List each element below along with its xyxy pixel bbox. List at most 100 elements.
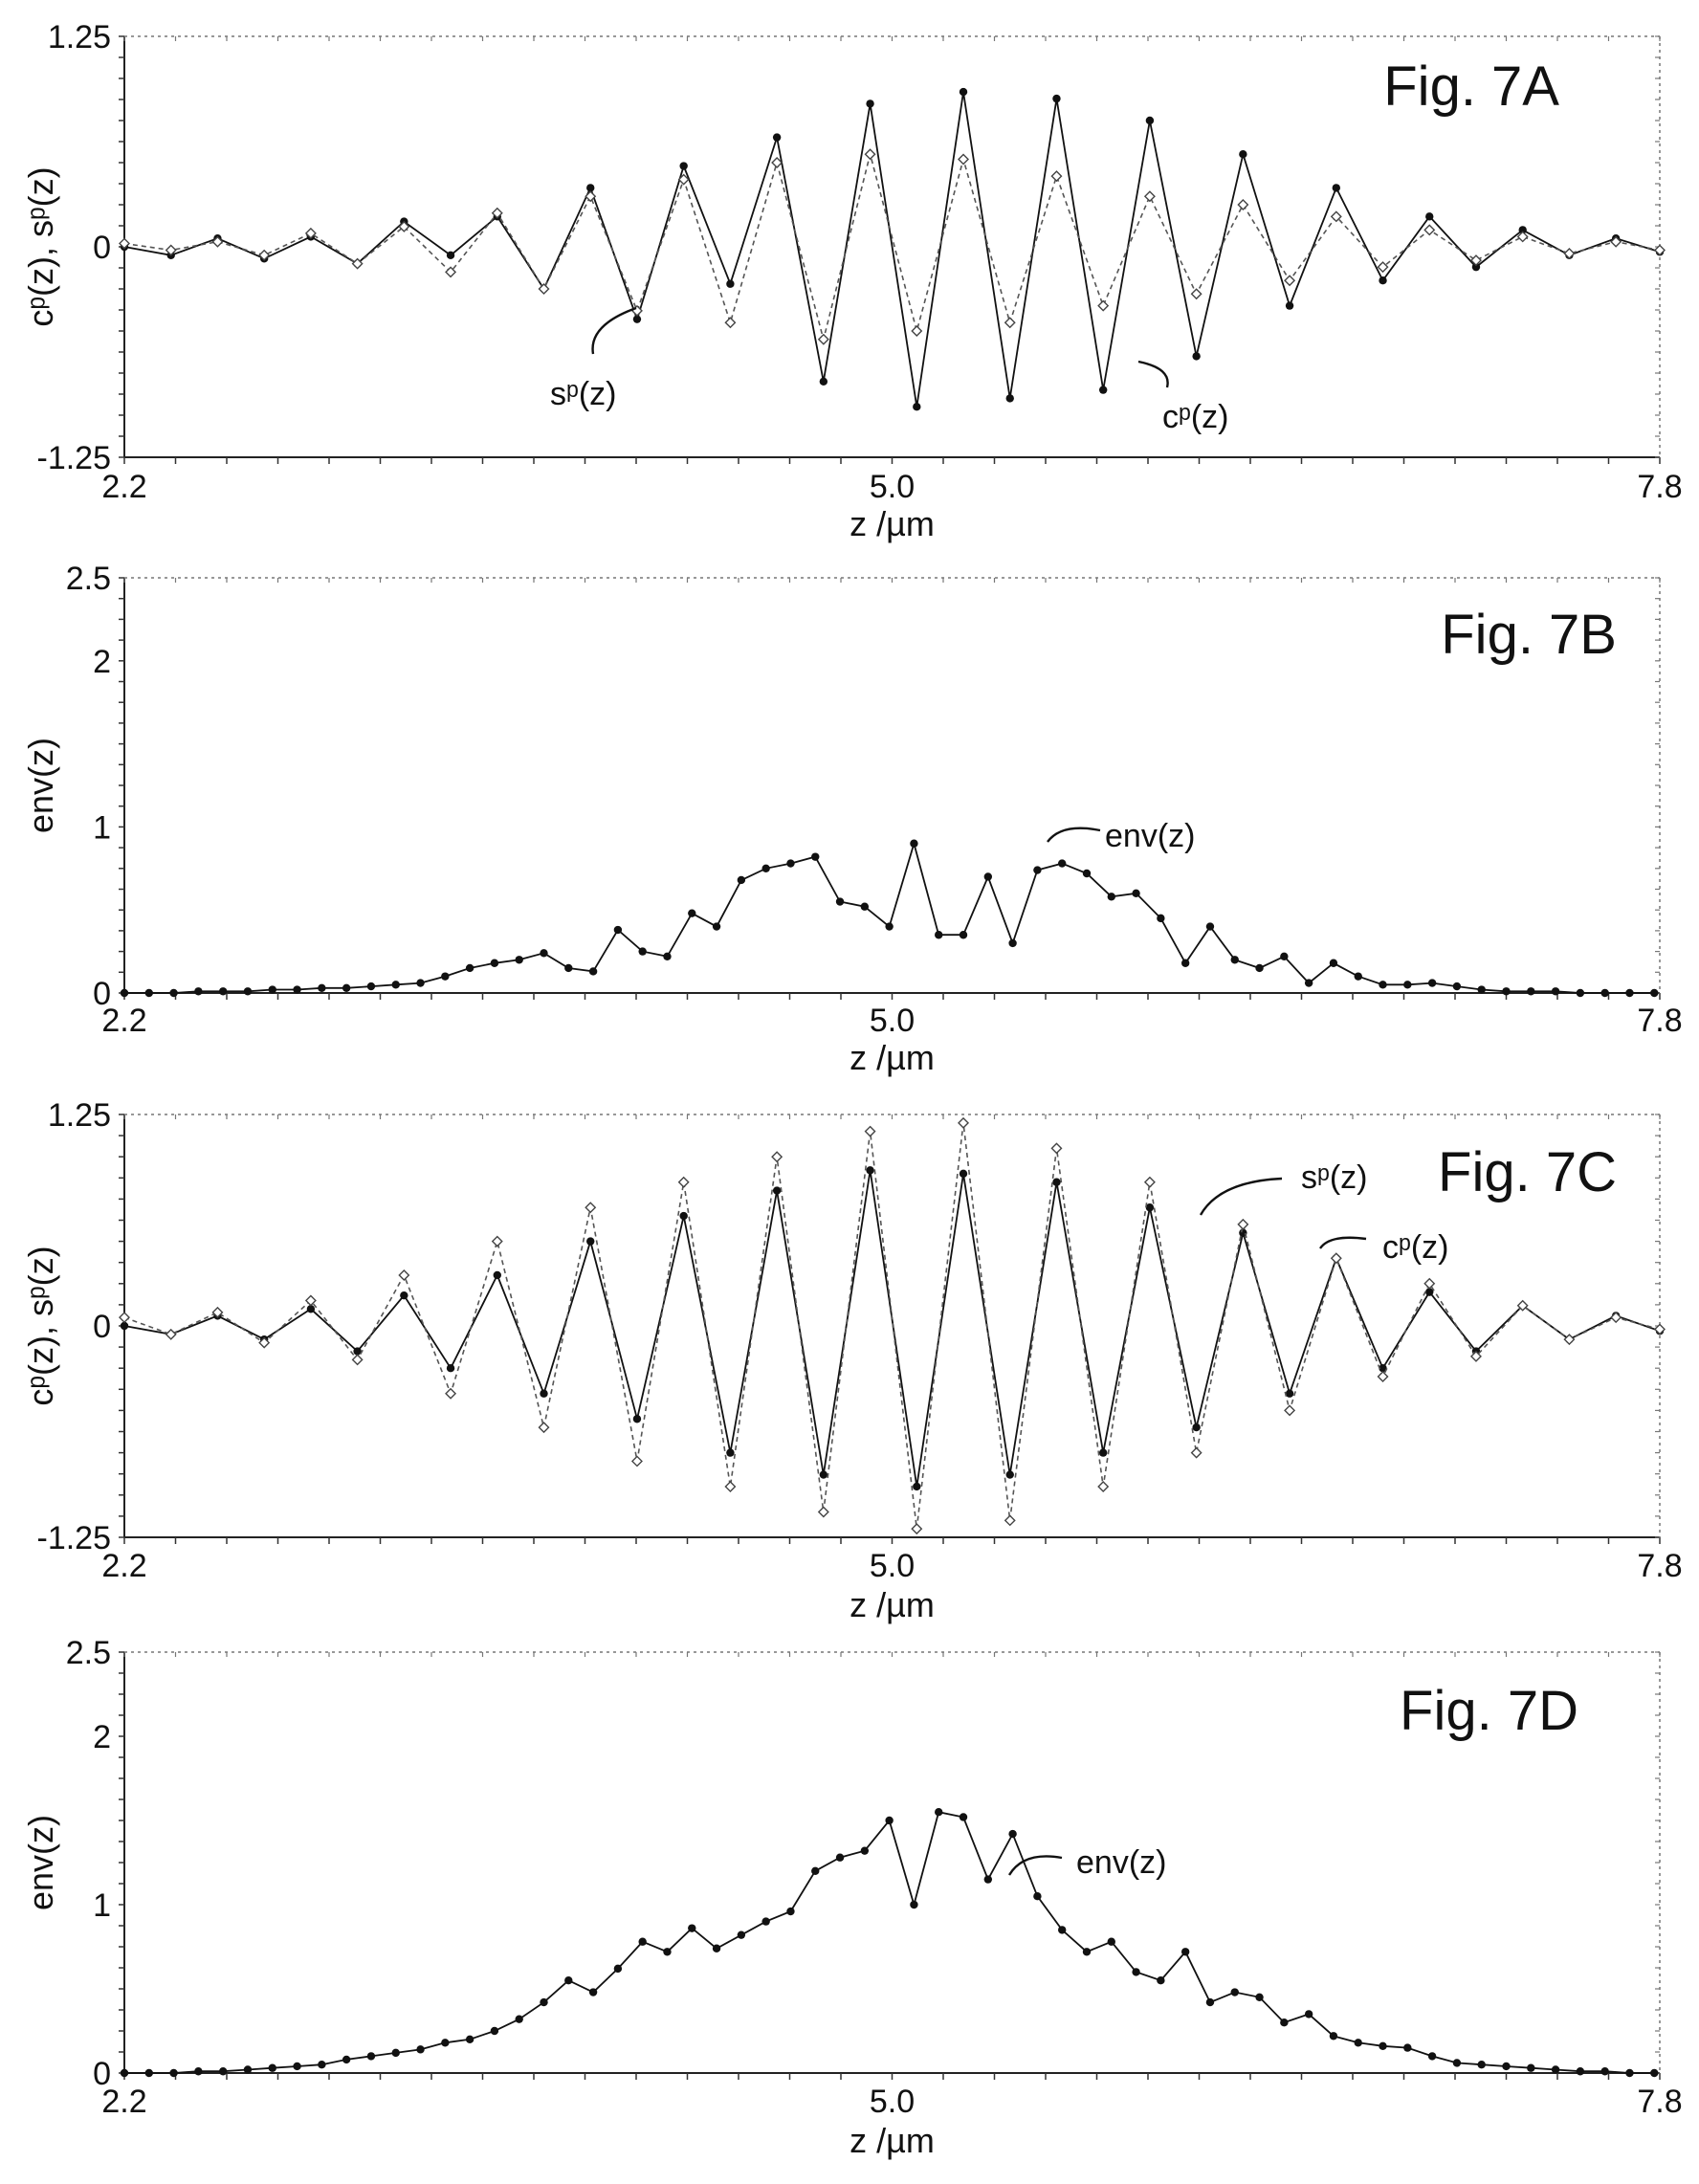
data-point — [1427, 979, 1437, 987]
data-point — [1082, 1948, 1092, 1956]
data-point — [983, 872, 993, 881]
data-point — [1280, 952, 1289, 961]
x-axis-label: z /µm — [850, 504, 935, 543]
data-point — [445, 266, 457, 278]
data-point — [1205, 1997, 1215, 2007]
data-point — [586, 184, 595, 192]
data-point — [1516, 231, 1529, 243]
data-point — [1423, 224, 1436, 236]
data-point — [293, 985, 301, 994]
data-point — [1576, 988, 1585, 998]
data-point — [866, 1166, 874, 1175]
data-point — [959, 1813, 968, 1821]
data-point — [268, 985, 276, 994]
data-point — [564, 963, 573, 973]
data-point — [911, 325, 923, 337]
annotation-leader — [1047, 827, 1101, 843]
data-point — [1255, 963, 1264, 973]
data-point — [1132, 889, 1140, 898]
data-point — [864, 1125, 876, 1137]
data-point — [588, 967, 598, 976]
figure-label: Fig. 7B — [1441, 604, 1617, 666]
y-tick-label: 2 — [93, 1719, 111, 1755]
data-point — [1654, 1323, 1666, 1335]
data-point — [1379, 276, 1387, 285]
data-point — [1427, 2052, 1437, 2061]
data-point — [1097, 1480, 1110, 1492]
series-line-1 — [123, 1170, 1661, 1488]
data-point — [1576, 2067, 1585, 2076]
y-tick-label: 1 — [93, 1887, 111, 1924]
y-tick-label: 1.25 — [48, 1097, 111, 1134]
data-point — [1143, 1176, 1156, 1188]
data-point — [1650, 2068, 1659, 2078]
data-point — [1304, 979, 1313, 987]
data-point — [1563, 248, 1576, 260]
x-tick-label: 5.0 — [870, 1003, 915, 1039]
data-point — [1516, 1299, 1529, 1312]
data-point — [169, 988, 178, 998]
data-point — [1008, 938, 1017, 948]
data-point — [1527, 987, 1535, 996]
chart-panel-3: 2.2 5.0 7.8 1.25 0 -1.25 z /µm cᵖ(z), sᵖ(z) Fig.… — [21, 1097, 1683, 1624]
data-point — [1304, 2010, 1313, 2019]
data-point — [1452, 2059, 1462, 2067]
annotation-label: sᵖ(z) — [550, 376, 617, 412]
data-point — [761, 1917, 770, 1926]
data-point — [771, 157, 783, 168]
data-point — [211, 1306, 224, 1318]
data-point — [258, 249, 271, 261]
data-point — [679, 162, 688, 170]
data-point — [1452, 982, 1462, 991]
data-point — [860, 902, 870, 911]
data-point — [1145, 1203, 1155, 1212]
annotation-label: env(z) — [1076, 1844, 1166, 1881]
data-point — [1237, 199, 1249, 210]
series-line-1 — [123, 91, 1661, 408]
data-point — [490, 2026, 499, 2036]
y-tick-label: 2.5 — [66, 561, 111, 597]
data-point — [1052, 1178, 1061, 1186]
data-point — [819, 377, 828, 386]
x-axis-label: z /µm — [850, 1038, 935, 1077]
x-tick-label: 2.2 — [101, 1003, 146, 1039]
data-point — [1329, 2032, 1338, 2041]
data-point — [1600, 988, 1609, 998]
data-point — [243, 987, 253, 996]
data-point — [391, 2048, 400, 2058]
data-point — [959, 931, 968, 939]
data-point — [490, 959, 499, 967]
data-point — [913, 403, 921, 411]
annotation-leader — [1137, 360, 1169, 388]
annotation-label: cᵖ(z) — [1162, 399, 1229, 435]
data-point — [465, 2035, 474, 2043]
series-line-2 — [123, 1122, 1661, 1530]
data-point — [1425, 1288, 1434, 1296]
chart-panel-1: 2.2 5.0 7.8 1.25 0 -1.25 z /µm cᵖ(z), sᵖ(z) Fig.… — [21, 19, 1683, 543]
data-point — [1354, 972, 1362, 981]
data-point — [165, 1328, 177, 1340]
data-point — [835, 897, 845, 906]
data-point — [400, 1291, 408, 1300]
data-point — [304, 227, 317, 239]
data-point — [772, 1186, 782, 1195]
data-point — [712, 922, 721, 931]
data-point — [1280, 2019, 1289, 2027]
data-point — [1132, 1968, 1140, 1976]
series-line-1 — [124, 1811, 1655, 2074]
data-point — [1180, 1948, 1190, 1956]
y-tick-label: -1.25 — [37, 440, 112, 476]
data-point — [1192, 1423, 1201, 1432]
data-point — [679, 1211, 688, 1221]
data-point — [663, 1948, 672, 1956]
data-point — [1205, 922, 1215, 931]
data-point — [726, 1448, 735, 1457]
data-point — [1005, 394, 1014, 403]
y-tick-label: 0 — [93, 230, 111, 266]
data-point — [491, 1235, 503, 1247]
data-point — [1285, 301, 1294, 310]
annotation-leader — [1007, 1855, 1063, 1876]
data-point — [540, 1997, 548, 2007]
series-line-2 — [123, 153, 1661, 341]
data-point — [540, 949, 548, 958]
